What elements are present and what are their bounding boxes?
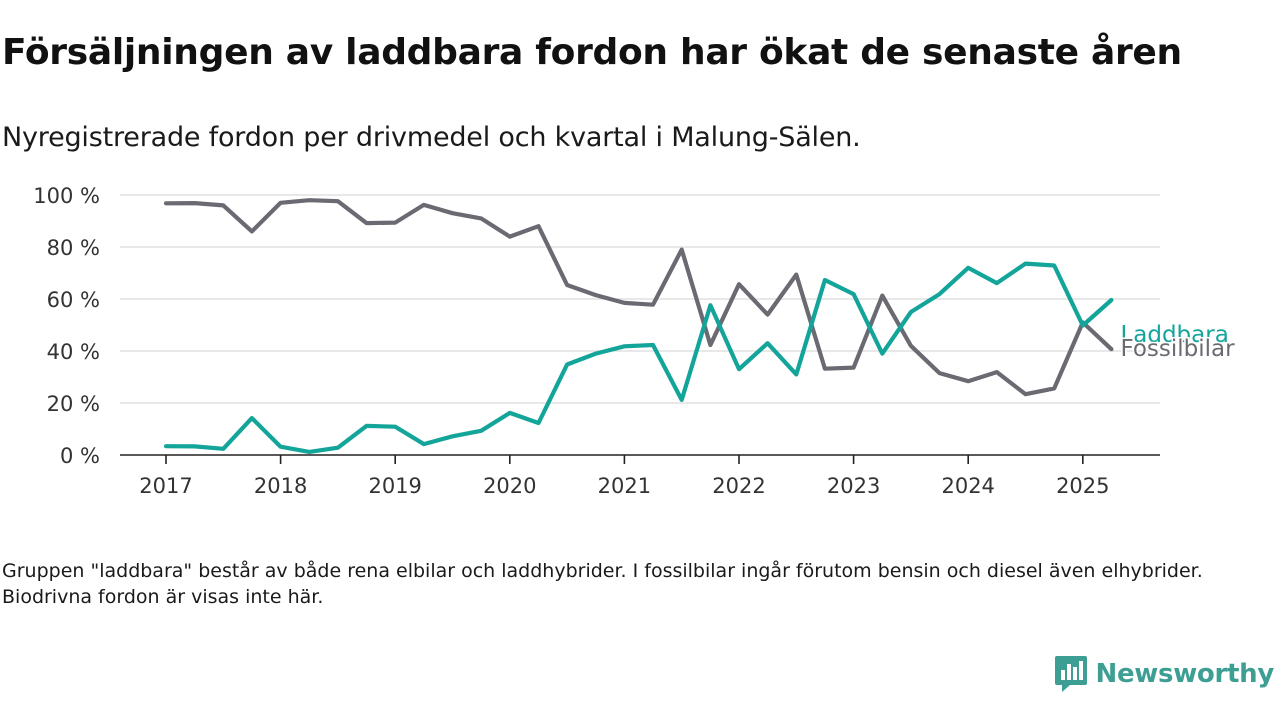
- x-tick-label: 2019: [368, 474, 421, 498]
- x-tick-label: 2020: [483, 474, 536, 498]
- gridlines: [120, 194, 1160, 404]
- series-label-fossilbilar: Fossilbilar: [1120, 336, 1235, 362]
- y-tick-label: 20 %: [47, 392, 100, 416]
- series-label-laddbara: Laddbara: [1120, 322, 1228, 348]
- newsworthy-logo-icon: [1054, 656, 1087, 692]
- line-chart: 0 % 20 % 40 % 60 % 80 % 100 % 2017 2018 2019 202…: [33, 184, 1237, 498]
- y-tick-label: 0 %: [60, 444, 100, 468]
- y-tick-label: 40 %: [47, 340, 100, 364]
- x-tick-label: 2024: [941, 474, 994, 498]
- brand-name: Newsworthy: [1095, 659, 1275, 689]
- y-tick-label: 100 %: [33, 184, 100, 208]
- chart-subtitle: Nyregistrerade fordon per drivmedel och …: [2, 122, 861, 153]
- x-tick-label: 2023: [827, 474, 880, 498]
- x-tick-label: 2018: [254, 474, 307, 498]
- series-lines: [163, 198, 1114, 454]
- x-tick-label: 2022: [712, 474, 765, 498]
- footnote: Gruppen "laddbara" består av både rena e…: [2, 560, 1203, 608]
- x-axis: 2017 2018 2019 2020 2021 2022 2023 2024 2025: [120, 454, 1160, 498]
- y-tick-label: 80 %: [47, 236, 100, 260]
- brand-logo: Newsworthy: [1054, 654, 1274, 694]
- series-line-laddbara: [163, 261, 1114, 454]
- x-tick-label: 2017: [139, 474, 192, 498]
- x-tick-label: 2025: [1056, 474, 1109, 498]
- y-axis-tick-labels: 0 % 20 % 40 % 60 % 80 % 100 %: [33, 184, 100, 468]
- page-title: Försäljningen av laddbara fordon har öka…: [2, 32, 1182, 73]
- y-tick-label: 60 %: [47, 288, 100, 312]
- series-line-fossilbilar: [163, 198, 1114, 397]
- x-tick-label: 2021: [598, 474, 651, 498]
